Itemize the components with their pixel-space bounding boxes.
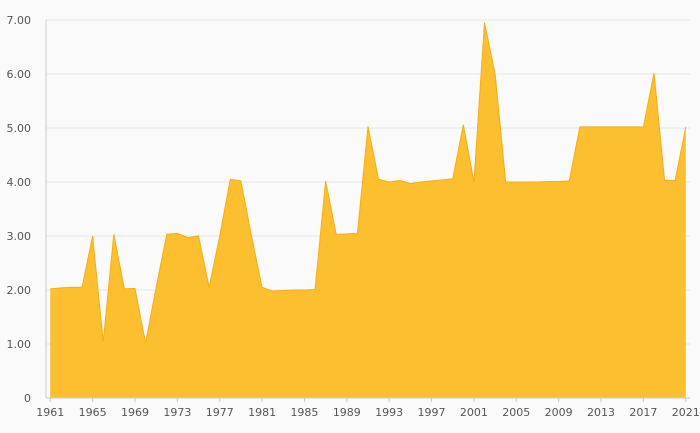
data-point bbox=[430, 179, 434, 183]
x-tick-label: 2005 bbox=[502, 406, 530, 419]
data-point bbox=[324, 179, 328, 183]
data-point bbox=[80, 285, 84, 289]
data-point bbox=[59, 286, 63, 290]
chart-area-series bbox=[48, 21, 688, 398]
x-tick-label: 2021 bbox=[672, 406, 700, 419]
x-tick-label: 1985 bbox=[290, 406, 318, 419]
x-tick-label: 2009 bbox=[545, 406, 573, 419]
data-point bbox=[366, 124, 370, 128]
x-tick-label: 1961 bbox=[36, 406, 64, 419]
x-tick-label: 1993 bbox=[375, 406, 403, 419]
data-point bbox=[652, 71, 656, 75]
data-point bbox=[461, 123, 465, 127]
data-point bbox=[249, 234, 253, 238]
data-point bbox=[588, 125, 592, 129]
x-tick-label: 2013 bbox=[587, 406, 615, 419]
data-point bbox=[133, 286, 137, 290]
data-point bbox=[377, 177, 381, 181]
area-fill bbox=[50, 22, 686, 398]
data-point bbox=[557, 179, 561, 183]
data-point bbox=[631, 125, 635, 129]
data-point bbox=[154, 285, 158, 289]
data-point bbox=[239, 179, 243, 183]
y-tick-label: 2.00 bbox=[7, 284, 32, 297]
data-point bbox=[186, 236, 190, 240]
data-point bbox=[578, 125, 582, 129]
data-point bbox=[197, 234, 201, 238]
data-point bbox=[398, 178, 402, 182]
x-tick-label: 1997 bbox=[418, 406, 446, 419]
data-point bbox=[504, 180, 508, 184]
data-point bbox=[271, 289, 275, 293]
data-point bbox=[408, 182, 412, 186]
data-point bbox=[69, 285, 73, 289]
data-point bbox=[620, 125, 624, 129]
data-point bbox=[292, 288, 296, 292]
data-point bbox=[260, 285, 264, 289]
x-tick-label: 1965 bbox=[79, 406, 107, 419]
data-point bbox=[567, 179, 571, 183]
data-point bbox=[122, 287, 126, 291]
y-tick-label: 0 bbox=[24, 392, 31, 405]
data-point bbox=[313, 287, 317, 291]
data-point bbox=[228, 177, 232, 181]
y-tick-label: 7.00 bbox=[7, 14, 32, 27]
data-point bbox=[546, 179, 550, 183]
x-axis-ticks: 1961 1965 1969 1973 1977 1981 1985 1989 1993 1997… bbox=[36, 398, 700, 419]
data-point bbox=[207, 285, 211, 289]
x-tick-label: 2001 bbox=[460, 406, 488, 419]
x-tick-label: 1977 bbox=[206, 406, 234, 419]
data-point bbox=[641, 125, 645, 129]
data-point bbox=[387, 180, 391, 184]
data-point bbox=[684, 125, 688, 129]
data-point bbox=[302, 288, 306, 292]
data-point bbox=[451, 177, 455, 181]
axes bbox=[45, 20, 690, 399]
data-point bbox=[440, 178, 444, 182]
data-point bbox=[175, 231, 179, 235]
y-tick-label: 3.00 bbox=[7, 230, 32, 243]
area-line bbox=[50, 22, 687, 344]
data-point bbox=[483, 21, 487, 25]
data-point bbox=[535, 180, 539, 184]
x-tick-label: 1969 bbox=[121, 406, 149, 419]
data-point bbox=[101, 340, 105, 344]
data-point bbox=[472, 180, 476, 184]
data-point bbox=[514, 180, 518, 184]
data-point bbox=[281, 289, 285, 293]
x-tick-label: 1989 bbox=[333, 406, 361, 419]
y-tick-label: 6.00 bbox=[7, 68, 32, 81]
data-point bbox=[334, 232, 338, 236]
data-point bbox=[599, 125, 603, 129]
data-point bbox=[610, 125, 614, 129]
x-tick-label: 1973 bbox=[163, 406, 191, 419]
data-point bbox=[525, 180, 529, 184]
x-tick-label: 2017 bbox=[629, 406, 657, 419]
data-point bbox=[48, 287, 52, 291]
data-point bbox=[112, 232, 116, 236]
data-point bbox=[673, 178, 677, 182]
x-tick-label: 1981 bbox=[248, 406, 276, 419]
data-point bbox=[355, 231, 359, 235]
data-point bbox=[345, 232, 349, 236]
data-point bbox=[218, 234, 222, 238]
y-tick-label: 5.00 bbox=[7, 122, 32, 135]
y-tick-label: 1.00 bbox=[7, 338, 32, 351]
data-point bbox=[493, 72, 497, 76]
data-point bbox=[144, 341, 148, 345]
data-point bbox=[91, 234, 95, 238]
y-tick-label: 4.00 bbox=[7, 176, 32, 189]
data-point bbox=[165, 232, 169, 236]
data-point bbox=[663, 178, 667, 182]
y-axis-ticks: 0 1.00 2.00 3.00 4.00 5.00 6.00 7.00 bbox=[7, 14, 32, 405]
data-point bbox=[419, 180, 423, 184]
